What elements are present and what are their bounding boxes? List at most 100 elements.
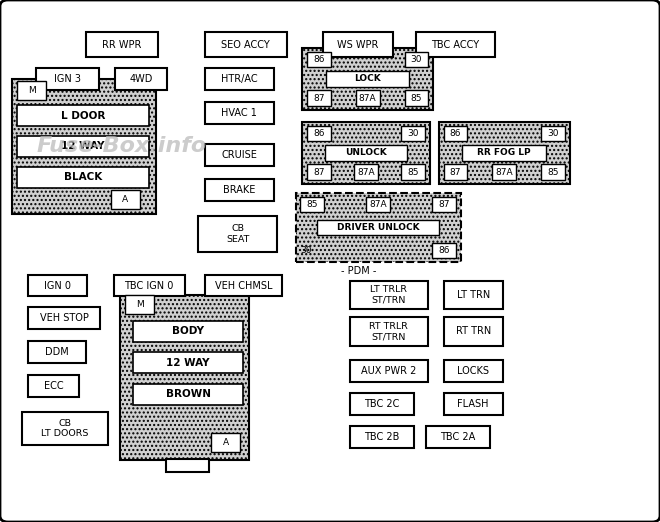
Bar [36, 68, 99, 90]
Bar [28, 375, 79, 397]
Bar [416, 32, 495, 57]
Bar [463, 145, 546, 161]
Bar [307, 164, 331, 180]
Bar [541, 126, 565, 141]
Text: DDM: DDM [45, 347, 69, 357]
Bar [444, 281, 503, 309]
Bar [125, 295, 154, 314]
Bar [444, 317, 503, 346]
Bar [86, 32, 158, 57]
Bar [356, 90, 379, 106]
Bar [28, 307, 100, 329]
Text: RR WPR: RR WPR [102, 40, 142, 50]
Bar [350, 393, 414, 415]
Bar [307, 52, 331, 67]
Text: 87: 87 [313, 93, 325, 103]
Text: UNLOCK: UNLOCK [345, 148, 387, 158]
Bar [326, 71, 409, 87]
Text: BLACK: BLACK [64, 172, 102, 183]
Text: RT TRN: RT TRN [455, 326, 491, 337]
Text: LOCK: LOCK [354, 74, 381, 84]
Text: 87A: 87A [496, 168, 513, 177]
Bar [405, 52, 428, 67]
Text: 87A: 87A [370, 200, 387, 209]
Text: CRUISE: CRUISE [221, 150, 257, 160]
Bar [198, 216, 277, 252]
Text: LOCKS: LOCKS [457, 366, 489, 376]
Bar [120, 295, 249, 460]
Text: SEO ACCY: SEO ACCY [222, 40, 270, 50]
Bar [205, 275, 282, 296]
Bar [205, 179, 274, 201]
Text: VEH CHMSL: VEH CHMSL [214, 280, 273, 291]
Text: A: A [122, 195, 129, 204]
Bar [205, 144, 274, 166]
Text: BRAKE: BRAKE [223, 185, 255, 195]
Bar [300, 197, 324, 212]
Bar [323, 32, 393, 57]
Text: 85: 85 [411, 93, 422, 103]
Text: WS WPR: WS WPR [337, 40, 379, 50]
Bar [296, 193, 461, 262]
Bar [205, 32, 287, 57]
Bar [205, 68, 274, 90]
Text: - PDM -: - PDM - [341, 266, 376, 277]
Bar [350, 317, 428, 346]
Bar [28, 275, 87, 296]
Text: 85: 85 [407, 168, 419, 177]
Bar [439, 122, 570, 184]
Bar [366, 197, 390, 212]
Text: RR FOG LP: RR FOG LP [477, 148, 531, 158]
Text: IGN 0: IGN 0 [44, 280, 71, 291]
Text: BROWN: BROWN [166, 389, 211, 399]
Text: M: M [28, 86, 36, 96]
Bar [28, 341, 86, 363]
Text: Fuse-Box.info: Fuse-Box.info [36, 136, 207, 156]
Text: 86: 86 [313, 55, 325, 64]
Text: CB
LT DOORS: CB LT DOORS [41, 419, 88, 438]
Text: 30: 30 [300, 246, 312, 255]
Text: BODY: BODY [172, 326, 204, 337]
Bar [350, 426, 414, 448]
Text: TBC 2B: TBC 2B [364, 432, 400, 442]
Text: AUX PWR 2: AUX PWR 2 [361, 366, 416, 376]
Text: A: A [222, 437, 229, 447]
Text: RT TRLR
ST/TRN: RT TRLR ST/TRN [370, 322, 408, 341]
Bar [17, 81, 46, 100]
Bar [317, 220, 440, 235]
Text: LT TRN: LT TRN [457, 290, 490, 300]
Text: HVAC 1: HVAC 1 [221, 108, 257, 118]
Bar [354, 164, 378, 180]
Text: 87: 87 [449, 168, 461, 177]
Text: 86: 86 [449, 129, 461, 138]
Bar [444, 393, 503, 415]
Bar [133, 321, 243, 342]
Bar [401, 164, 425, 180]
Bar [444, 126, 467, 141]
Text: DRIVER UNLOCK: DRIVER UNLOCK [337, 223, 420, 232]
Bar [350, 281, 428, 309]
Text: 86: 86 [313, 129, 325, 138]
Bar [401, 126, 425, 141]
Bar [350, 360, 428, 382]
Bar [444, 164, 467, 180]
Bar [325, 145, 407, 161]
Text: 87: 87 [313, 168, 325, 177]
Bar [12, 79, 156, 214]
Bar [114, 275, 185, 296]
Text: 85: 85 [547, 168, 559, 177]
Bar [133, 352, 243, 373]
Bar [432, 243, 456, 258]
Bar [115, 68, 167, 90]
Text: M: M [136, 300, 144, 310]
Bar [302, 48, 433, 110]
Bar [426, 426, 490, 448]
Text: TBC ACCY: TBC ACCY [432, 40, 479, 50]
Text: 12 WAY: 12 WAY [61, 141, 105, 151]
Text: 30: 30 [407, 129, 419, 138]
Text: TBC 2C: TBC 2C [364, 399, 400, 409]
Bar [307, 90, 331, 106]
Text: TBC IGN 0: TBC IGN 0 [125, 280, 174, 291]
Text: 4WD: 4WD [129, 74, 153, 84]
Text: L DOOR: L DOOR [61, 111, 106, 121]
